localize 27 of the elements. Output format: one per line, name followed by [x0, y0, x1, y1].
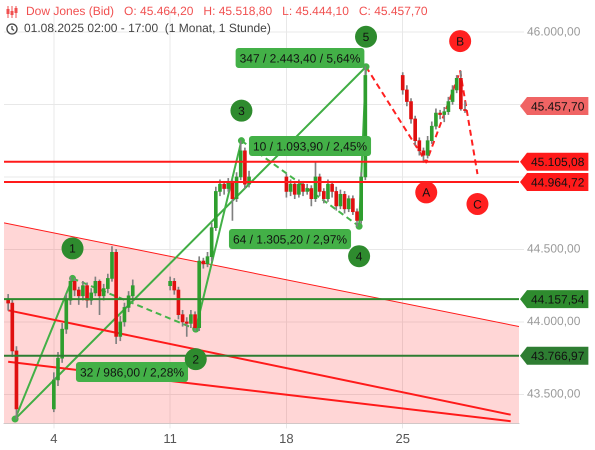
annotation: 4 — [356, 250, 363, 264]
annotation: A — [422, 186, 430, 200]
x-tick-label: 4 — [50, 430, 58, 446]
ref-line-label: 43.766,97 — [531, 349, 585, 364]
chart-title: Dow Jones (Bid) O: 45.464,20 H: 45.518,80 L: 45.444,10 C: 45.457,70 — [26, 3, 428, 20]
annotation: 3 — [238, 104, 246, 118]
y-tick-label: 43.500,00 — [527, 386, 581, 401]
ref-line-label: 44.157,54 — [531, 292, 585, 306]
x-tick-label: 25 — [395, 430, 410, 446]
annotation: C — [473, 197, 482, 212]
y-tick-label: 46.000,00 — [527, 24, 581, 38]
annotation: 64 / 1.305,20 / 2,97% — [232, 232, 348, 246]
annotation: 32 / 986,00 / 2,28% — [80, 365, 184, 380]
annotation: 2 — [192, 352, 200, 366]
text: 45.457,70 — [531, 99, 585, 114]
ref-line-label: 45.105,08 — [531, 155, 585, 170]
text: 01.08.2025 02:00 - 17:00 (1 Monat, 1 Stunde) — [24, 20, 271, 37]
ref-line-label: 44.964,72 — [531, 175, 585, 190]
annotation: 1 — [69, 242, 76, 256]
annotation: 5 — [362, 30, 370, 44]
x-tick-label: 11 — [163, 430, 177, 446]
annotation: 10 / 1.093,90 / 2,45% — [252, 139, 368, 154]
annotation: 347 / 2.443,40 / 5,64% — [240, 51, 361, 66]
annotation: B — [456, 34, 464, 48]
y-tick-label: 44.000,00 — [527, 314, 581, 328]
x-tick-label: 18 — [279, 430, 294, 446]
y-tick-label: 44.500,00 — [527, 242, 581, 256]
